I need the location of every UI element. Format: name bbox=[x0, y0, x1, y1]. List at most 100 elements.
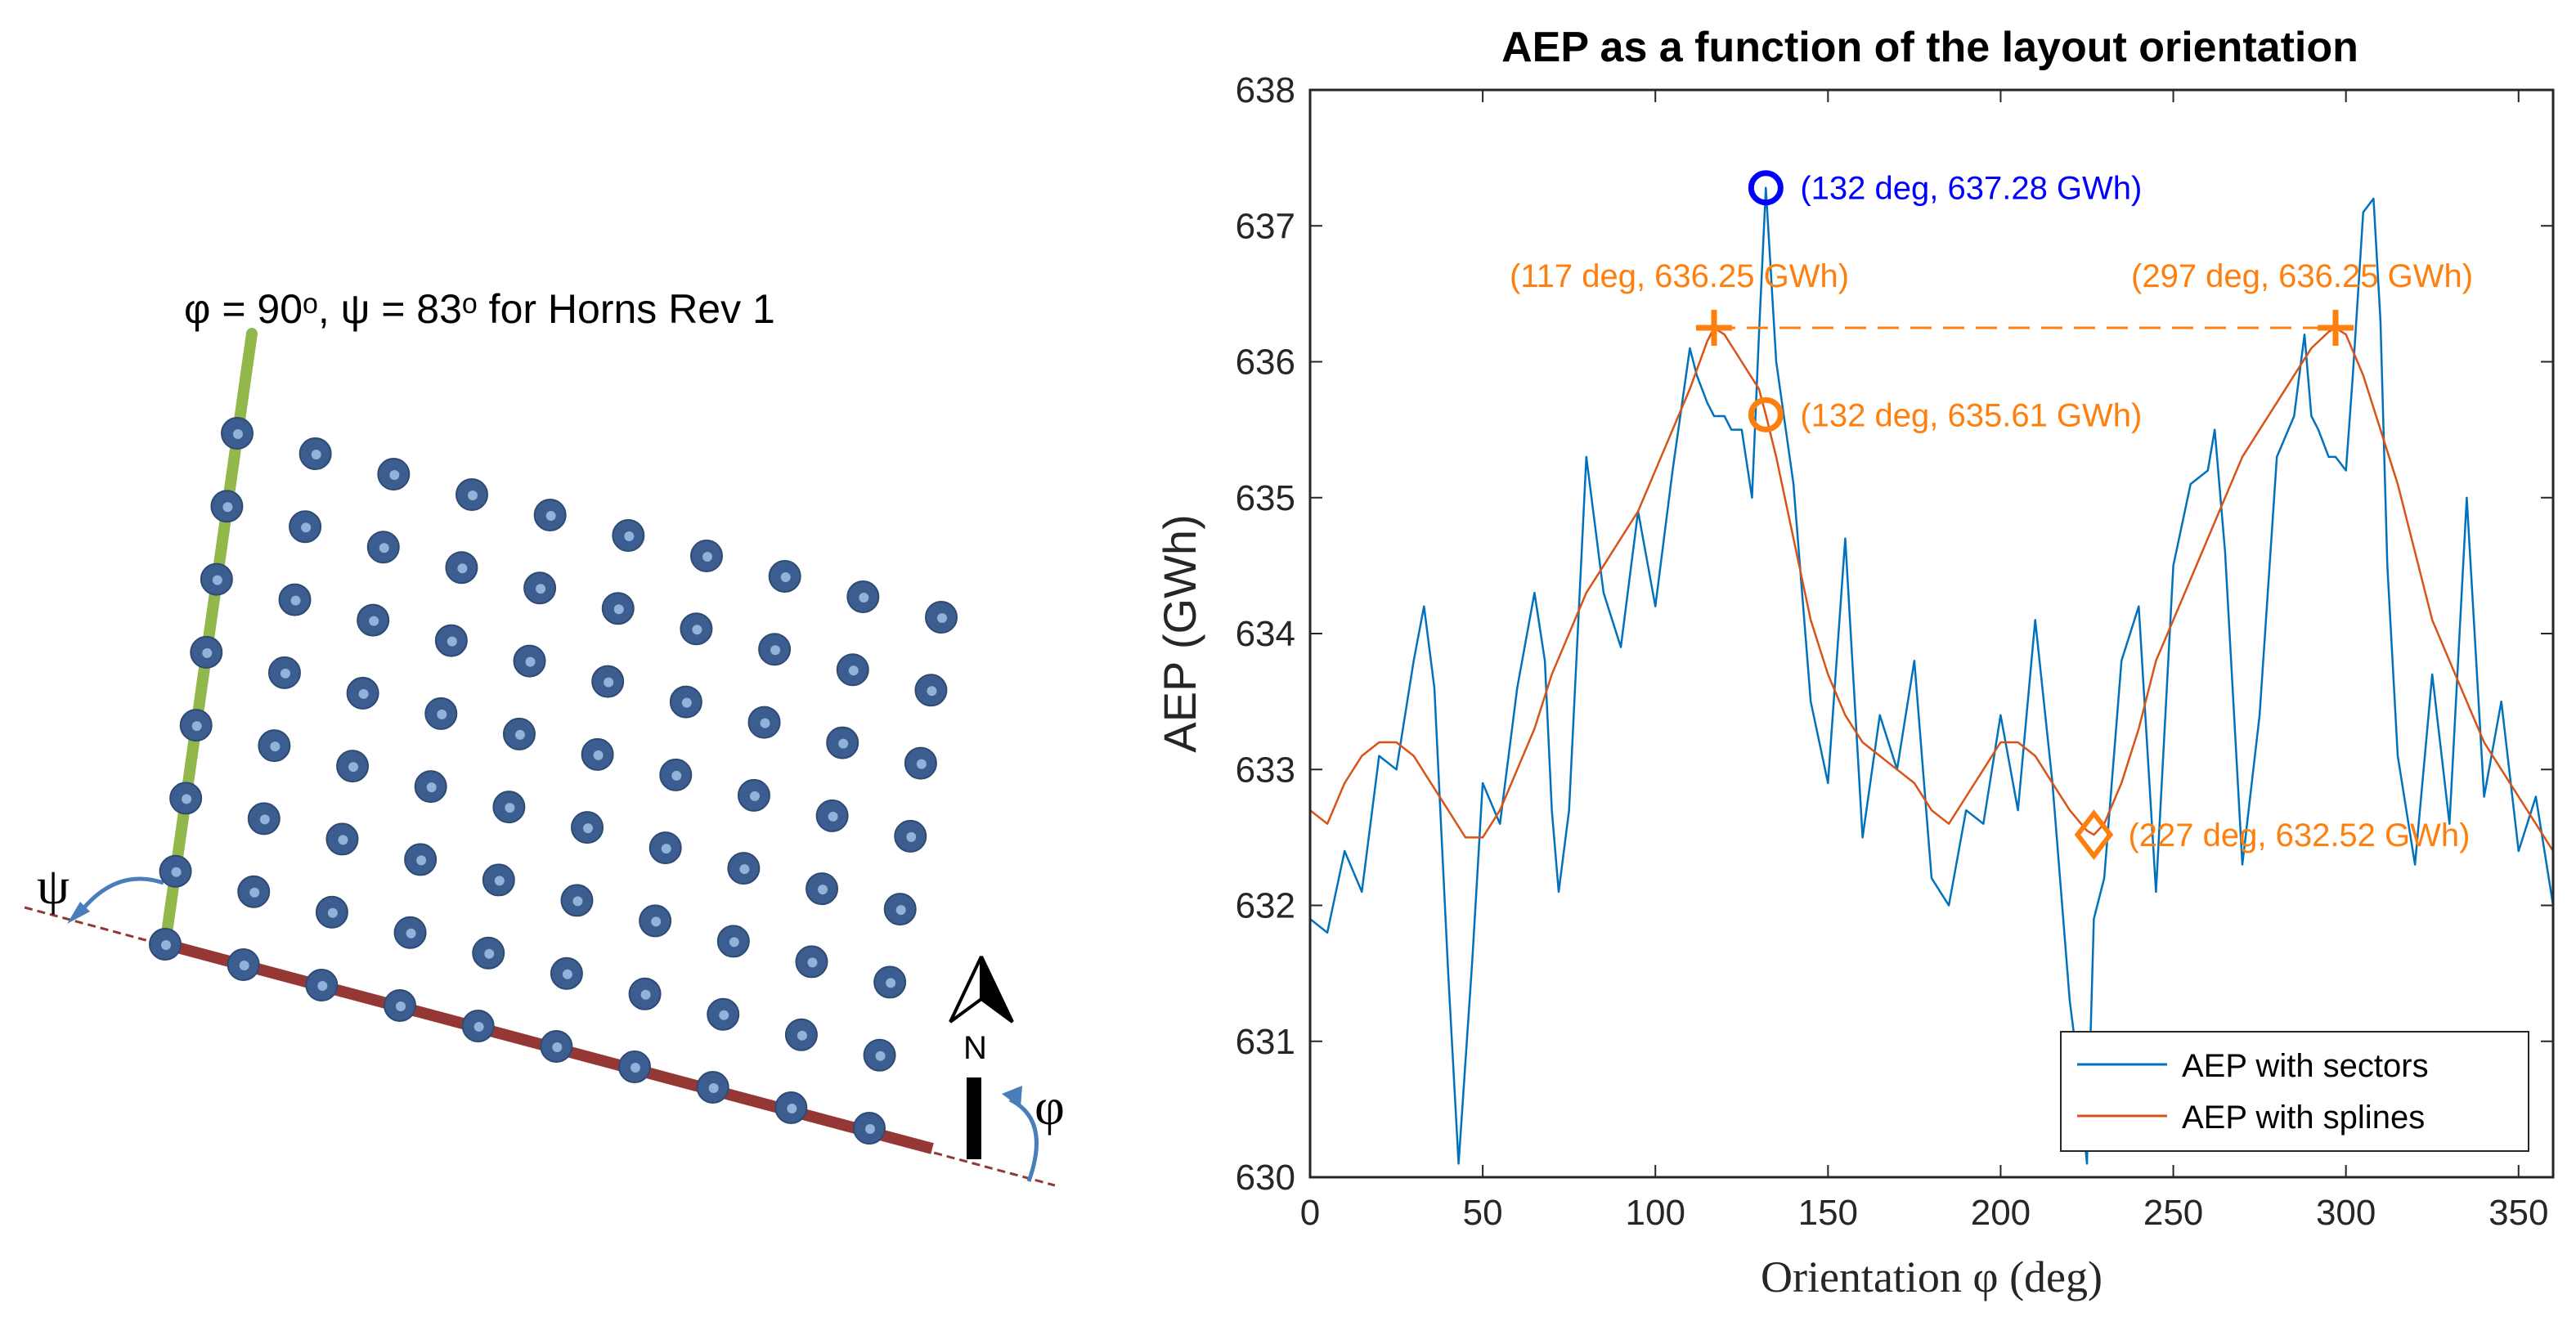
annotation-marker-plus bbox=[1696, 309, 1732, 346]
turbine-marker bbox=[747, 706, 781, 739]
turbine-marker bbox=[384, 989, 416, 1022]
turbine-marker bbox=[200, 562, 233, 596]
turbine-marker bbox=[533, 499, 567, 531]
turbine-marker bbox=[445, 551, 478, 585]
turbine-marker bbox=[774, 1091, 808, 1124]
annotation-marker-diamond bbox=[2074, 809, 2114, 860]
turbine-marker bbox=[393, 916, 427, 949]
y-axis-label: AEP (GWh) bbox=[1154, 514, 1205, 752]
turbine-marker bbox=[414, 770, 447, 804]
turbine-marker bbox=[434, 624, 468, 657]
turbine-marker bbox=[571, 811, 604, 844]
annotation-label: (117 deg, 636.25 GWh) bbox=[1510, 258, 1849, 294]
turbine-marker bbox=[456, 478, 488, 511]
turbine-marker bbox=[612, 519, 645, 552]
legend-label-sectors: AEP with sectors bbox=[2182, 1048, 2429, 1084]
turbine-marker bbox=[883, 893, 917, 926]
x-tick-label: 50 bbox=[1463, 1193, 1503, 1233]
annotation-label: (132 deg, 635.61 GWh) bbox=[1800, 397, 2142, 433]
annotation-layer: (132 deg, 637.28 GWh) (117 deg, 636.25 GW… bbox=[1510, 170, 2473, 860]
turbine-marker bbox=[648, 831, 682, 865]
turbine-marker bbox=[221, 417, 254, 450]
turbine-marker bbox=[289, 510, 322, 544]
annotation-label: (297 deg, 636.25 GWh) bbox=[2131, 258, 2473, 294]
turbine-marker bbox=[863, 1038, 896, 1072]
aep-chart: AEP as a function of the layout orientat… bbox=[1154, 24, 2555, 1301]
turbine-marker bbox=[179, 709, 213, 742]
y-tick-label: 635 bbox=[1236, 478, 1295, 518]
turbine-marker bbox=[618, 1051, 651, 1083]
turbine-marker bbox=[560, 884, 594, 917]
turbine-marker bbox=[914, 674, 948, 707]
x-tick-label: 150 bbox=[1798, 1193, 1858, 1233]
plot-frame bbox=[1308, 88, 2555, 1179]
x-tick-label: 250 bbox=[2143, 1193, 2203, 1233]
turbine-marker bbox=[904, 746, 937, 780]
legend-label-splines: AEP with splines bbox=[2182, 1100, 2425, 1136]
turbine-marker bbox=[325, 822, 359, 856]
turbine-marker bbox=[513, 644, 546, 678]
x-axis-label: Orientation φ (deg) bbox=[1761, 1252, 2103, 1301]
chart-title: AEP as a function of the layout orientat… bbox=[1501, 24, 2358, 71]
y-tick-label: 630 bbox=[1236, 1158, 1295, 1198]
annotation-marker-circle bbox=[1748, 170, 1784, 206]
turbine-marker bbox=[768, 560, 801, 593]
turbine-marker bbox=[404, 843, 438, 876]
annotation-marker-plus bbox=[2318, 309, 2354, 346]
turbine-marker bbox=[247, 802, 280, 835]
x-tick-label: 100 bbox=[1626, 1193, 1685, 1233]
turbine-marker bbox=[190, 635, 223, 669]
turbine-marker bbox=[258, 729, 291, 763]
turbine-marker bbox=[591, 665, 625, 698]
turbine-marker bbox=[894, 819, 927, 853]
turbine-marker bbox=[758, 633, 792, 666]
turbine-marker bbox=[846, 580, 880, 613]
turbine-marker bbox=[836, 653, 869, 687]
y-tick-label: 633 bbox=[1236, 750, 1295, 790]
psi-symbol: ψ bbox=[37, 857, 70, 915]
layout-diagram: φ = 90ᵒ, ψ = 83ᵒ for Horns Rev 1 ψ N φ bbox=[24, 286, 1065, 1187]
turbine-marker bbox=[696, 1071, 729, 1104]
turbine-marker bbox=[424, 697, 458, 730]
turbine-marker bbox=[482, 863, 515, 897]
turbine-marker bbox=[377, 458, 411, 491]
x-tick-label: 300 bbox=[2316, 1193, 2376, 1233]
turbine-marker bbox=[716, 925, 750, 958]
turbine-marker bbox=[727, 852, 761, 885]
turbine-marker bbox=[210, 490, 244, 523]
turbine-marker bbox=[690, 540, 723, 572]
turbine-marker bbox=[315, 895, 348, 929]
turbine-marker bbox=[680, 612, 713, 646]
y-tick-label: 631 bbox=[1236, 1022, 1295, 1062]
turbine-marker bbox=[659, 758, 693, 791]
turbine-marker bbox=[806, 872, 839, 906]
turbine-marker bbox=[502, 717, 536, 750]
phi-arrow-head bbox=[1002, 1086, 1022, 1108]
turbine-marker bbox=[492, 791, 526, 824]
north-label: N bbox=[963, 1030, 987, 1066]
turbine-marker bbox=[169, 782, 203, 815]
layout-caption: φ = 90ᵒ, ψ = 83ᵒ for Horns Rev 1 bbox=[184, 286, 775, 332]
turbine-marker bbox=[227, 948, 260, 981]
turbine-marker bbox=[472, 936, 505, 970]
psi-arrow-head bbox=[67, 902, 90, 924]
turbine-marker bbox=[523, 571, 557, 605]
turbine-marker bbox=[237, 875, 271, 908]
annotation-label: (132 deg, 637.28 GWh) bbox=[1800, 171, 2142, 207]
turbine-marker bbox=[639, 904, 672, 938]
turbine-marker bbox=[357, 603, 390, 637]
psi-angle-arrow bbox=[76, 876, 164, 917]
phi-angle-arrow bbox=[1008, 1097, 1039, 1182]
turbine-marker bbox=[336, 750, 370, 783]
axis-ticks: 0 50 100 150 200 250 300 350 630 631 632 633 634 635 6… bbox=[1236, 70, 2553, 1233]
turbine-marker bbox=[267, 656, 301, 689]
series-line-sectors bbox=[1309, 186, 2555, 1165]
turbine-marker bbox=[669, 685, 702, 719]
turbine-marker bbox=[550, 956, 583, 990]
turbine-marker bbox=[298, 437, 332, 470]
turbine-marker bbox=[601, 592, 635, 625]
turbine-marker bbox=[149, 928, 182, 961]
y-tick-label: 636 bbox=[1236, 343, 1295, 383]
turbine-marker bbox=[826, 726, 859, 759]
y-tick-label: 638 bbox=[1236, 70, 1295, 110]
